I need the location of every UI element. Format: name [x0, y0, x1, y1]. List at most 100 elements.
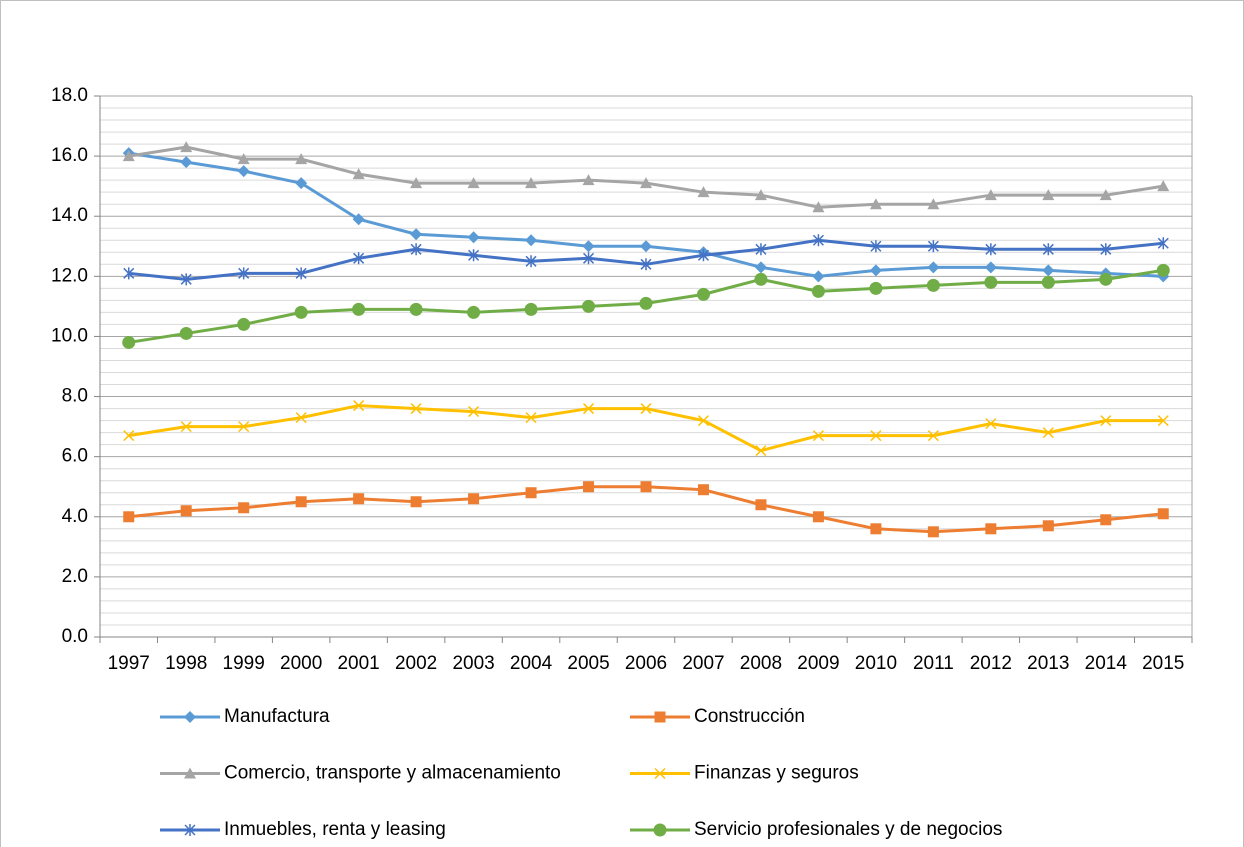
- marker: [582, 174, 595, 186]
- marker: [1157, 237, 1169, 250]
- y-tick-label: 8.0: [62, 386, 88, 407]
- legend-label: Finanzas y seguros: [694, 763, 859, 784]
- marker: [582, 403, 595, 415]
- marker: [410, 243, 422, 256]
- marker: [1042, 520, 1054, 532]
- marker: [352, 302, 366, 316]
- marker: [697, 484, 709, 496]
- marker: [640, 258, 652, 271]
- legend-label: Comercio, transporte y almacenamiento: [224, 763, 561, 784]
- y-tick-label: 0.0: [62, 626, 88, 647]
- x-tick-label: 2002: [395, 653, 437, 674]
- x-tick-label: 2003: [452, 653, 494, 674]
- marker: [582, 252, 595, 265]
- marker: [1042, 189, 1055, 201]
- marker: [640, 403, 652, 415]
- marker: [869, 264, 882, 277]
- x-tick-label: 2014: [1085, 653, 1128, 674]
- marker: [409, 302, 423, 316]
- marker: [1099, 272, 1113, 286]
- x-tick-label: 1999: [223, 653, 265, 674]
- marker: [697, 249, 710, 262]
- marker: [410, 177, 423, 189]
- marker: [812, 270, 825, 283]
- marker: [1042, 264, 1055, 277]
- marker: [985, 523, 997, 535]
- marker: [180, 273, 192, 286]
- marker: [697, 186, 710, 198]
- marker: [870, 430, 882, 442]
- marker: [525, 255, 537, 268]
- marker: [184, 711, 196, 723]
- marker: [352, 168, 365, 180]
- x-tick-label: 2013: [1027, 653, 1069, 674]
- marker: [353, 252, 365, 265]
- x-tick-label: 1997: [108, 653, 150, 674]
- marker: [122, 150, 135, 162]
- marker: [295, 496, 307, 508]
- marker: [1100, 514, 1112, 526]
- marker: [927, 526, 939, 538]
- marker: [583, 481, 595, 493]
- marker: [812, 430, 824, 442]
- marker: [123, 267, 135, 280]
- marker: [410, 496, 422, 508]
- x-tick-label: 2001: [337, 653, 379, 674]
- marker: [294, 305, 308, 319]
- marker: [812, 201, 825, 213]
- x-tick-label: 2008: [740, 653, 782, 674]
- marker: [984, 189, 997, 201]
- marker: [870, 240, 882, 253]
- marker: [525, 177, 538, 189]
- marker: [468, 406, 480, 418]
- marker: [237, 317, 251, 331]
- marker: [984, 261, 997, 274]
- y-tick-label: 10.0: [51, 325, 88, 346]
- marker: [410, 228, 423, 241]
- marker: [870, 523, 882, 535]
- marker: [1157, 415, 1169, 427]
- marker: [184, 767, 196, 779]
- marker: [1100, 243, 1112, 256]
- legend-label: Servicio profesionales y de negocios: [694, 819, 1002, 840]
- x-tick-label: 2005: [567, 653, 609, 674]
- marker: [352, 213, 365, 226]
- marker: [180, 141, 193, 153]
- marker: [926, 278, 940, 292]
- marker: [295, 412, 307, 424]
- y-tick-label: 2.0: [62, 566, 88, 587]
- marker: [184, 824, 196, 836]
- x-tick-label: 2004: [510, 653, 553, 674]
- marker: [122, 335, 136, 349]
- marker: [812, 511, 824, 523]
- legend-label: Inmuebles, renta y leasing: [224, 819, 446, 840]
- marker: [640, 177, 652, 189]
- x-tick-label: 2007: [682, 653, 724, 674]
- x-tick-label: 2011: [913, 653, 954, 674]
- marker: [927, 430, 939, 442]
- y-tick-label: 4.0: [62, 506, 88, 527]
- marker: [754, 272, 768, 286]
- marker: [640, 240, 652, 253]
- marker: [123, 430, 135, 442]
- marker: [639, 296, 653, 310]
- marker: [524, 302, 538, 316]
- marker: [812, 234, 824, 247]
- marker: [180, 505, 192, 517]
- marker: [295, 153, 308, 165]
- marker: [754, 261, 767, 274]
- marker: [179, 326, 193, 340]
- y-tick-label: 14.0: [51, 205, 88, 226]
- marker: [467, 305, 481, 319]
- marker: [237, 165, 250, 178]
- marker: [238, 502, 250, 514]
- marker: [1157, 180, 1170, 192]
- marker: [984, 275, 998, 289]
- x-tick-label: 2000: [280, 653, 322, 674]
- marker: [755, 499, 767, 511]
- marker: [1042, 427, 1054, 439]
- marker: [238, 421, 250, 433]
- marker: [410, 403, 422, 415]
